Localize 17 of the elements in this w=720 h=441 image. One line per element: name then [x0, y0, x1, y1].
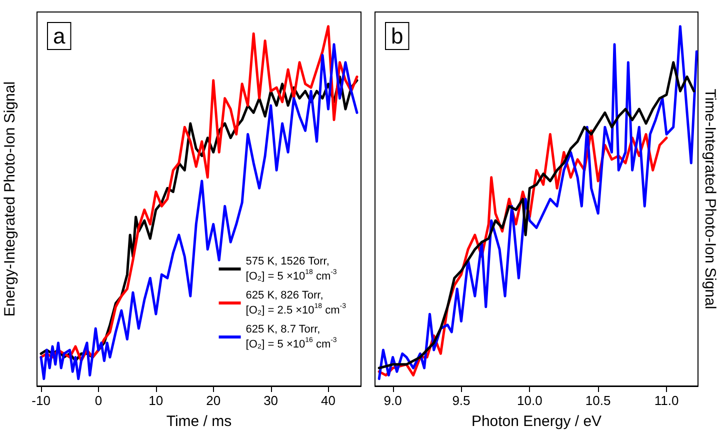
- x-axis-title: Photon Energy / eV: [471, 413, 602, 430]
- x-tick-label: 20: [206, 393, 221, 408]
- x-tick-label: -10: [32, 393, 50, 408]
- y-axis-title: Energy-Integrated Photo-Ion Signal: [2, 81, 18, 317]
- x-tick-label: 10.0: [517, 393, 542, 408]
- y2-axis-title: Time-Integrated Photo-Ion Signal: [702, 88, 718, 310]
- x-tick-label: 9.0: [384, 393, 402, 408]
- annotation: b: [391, 24, 404, 48]
- x-axis-title: Time / ms: [166, 413, 232, 430]
- x-tick-label: 40: [321, 393, 336, 408]
- x-tick-label: 30: [264, 393, 278, 408]
- x-tick-label: 10.5: [585, 393, 611, 408]
- x-tick-label: 0: [94, 393, 102, 408]
- annotation: a: [53, 24, 66, 48]
- x-tick-label: 10: [148, 393, 164, 408]
- x-tick-label: 9.5: [452, 393, 470, 408]
- x-tick-label: 11.0: [654, 393, 679, 408]
